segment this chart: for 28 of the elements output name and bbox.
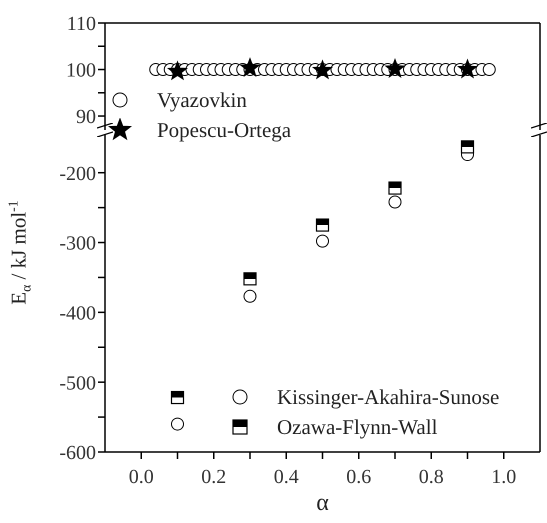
x-tick-label: 0.4 xyxy=(274,466,299,488)
y-tick-label: -400 xyxy=(59,302,96,324)
legend-label: Kissinger-Akahira-Sunose xyxy=(277,384,500,410)
x-tick-label: 0.6 xyxy=(346,466,372,488)
y-tick-label: -200 xyxy=(59,162,96,185)
point xyxy=(460,140,474,154)
point xyxy=(388,181,402,195)
legend-label: Popescu-Ortega xyxy=(157,118,292,142)
x-tick-label: 0.0 xyxy=(128,466,154,488)
point xyxy=(316,234,329,248)
x-tick-label: 0.2 xyxy=(201,466,226,488)
point xyxy=(388,196,402,209)
x-tick-label: 1.0 xyxy=(491,466,516,488)
y-tick-label: 100 xyxy=(66,60,96,82)
y-tick-label: 90 xyxy=(76,106,96,128)
point xyxy=(244,290,256,303)
y-tick-label: 110 xyxy=(66,13,96,36)
y-tick-label: -500 xyxy=(59,372,96,394)
point xyxy=(243,272,257,286)
legend-label: Ozawa-Flynn-Wall xyxy=(277,414,438,440)
x-axis-title: α xyxy=(315,490,330,517)
legend-label: Vyazovkin xyxy=(157,88,247,112)
point xyxy=(170,390,184,404)
y-tick-label: -600 xyxy=(59,442,96,464)
point xyxy=(316,218,330,232)
x-tick-label: 0.8 xyxy=(418,466,444,488)
y-tick-label: -300 xyxy=(59,232,96,255)
point xyxy=(171,418,184,431)
